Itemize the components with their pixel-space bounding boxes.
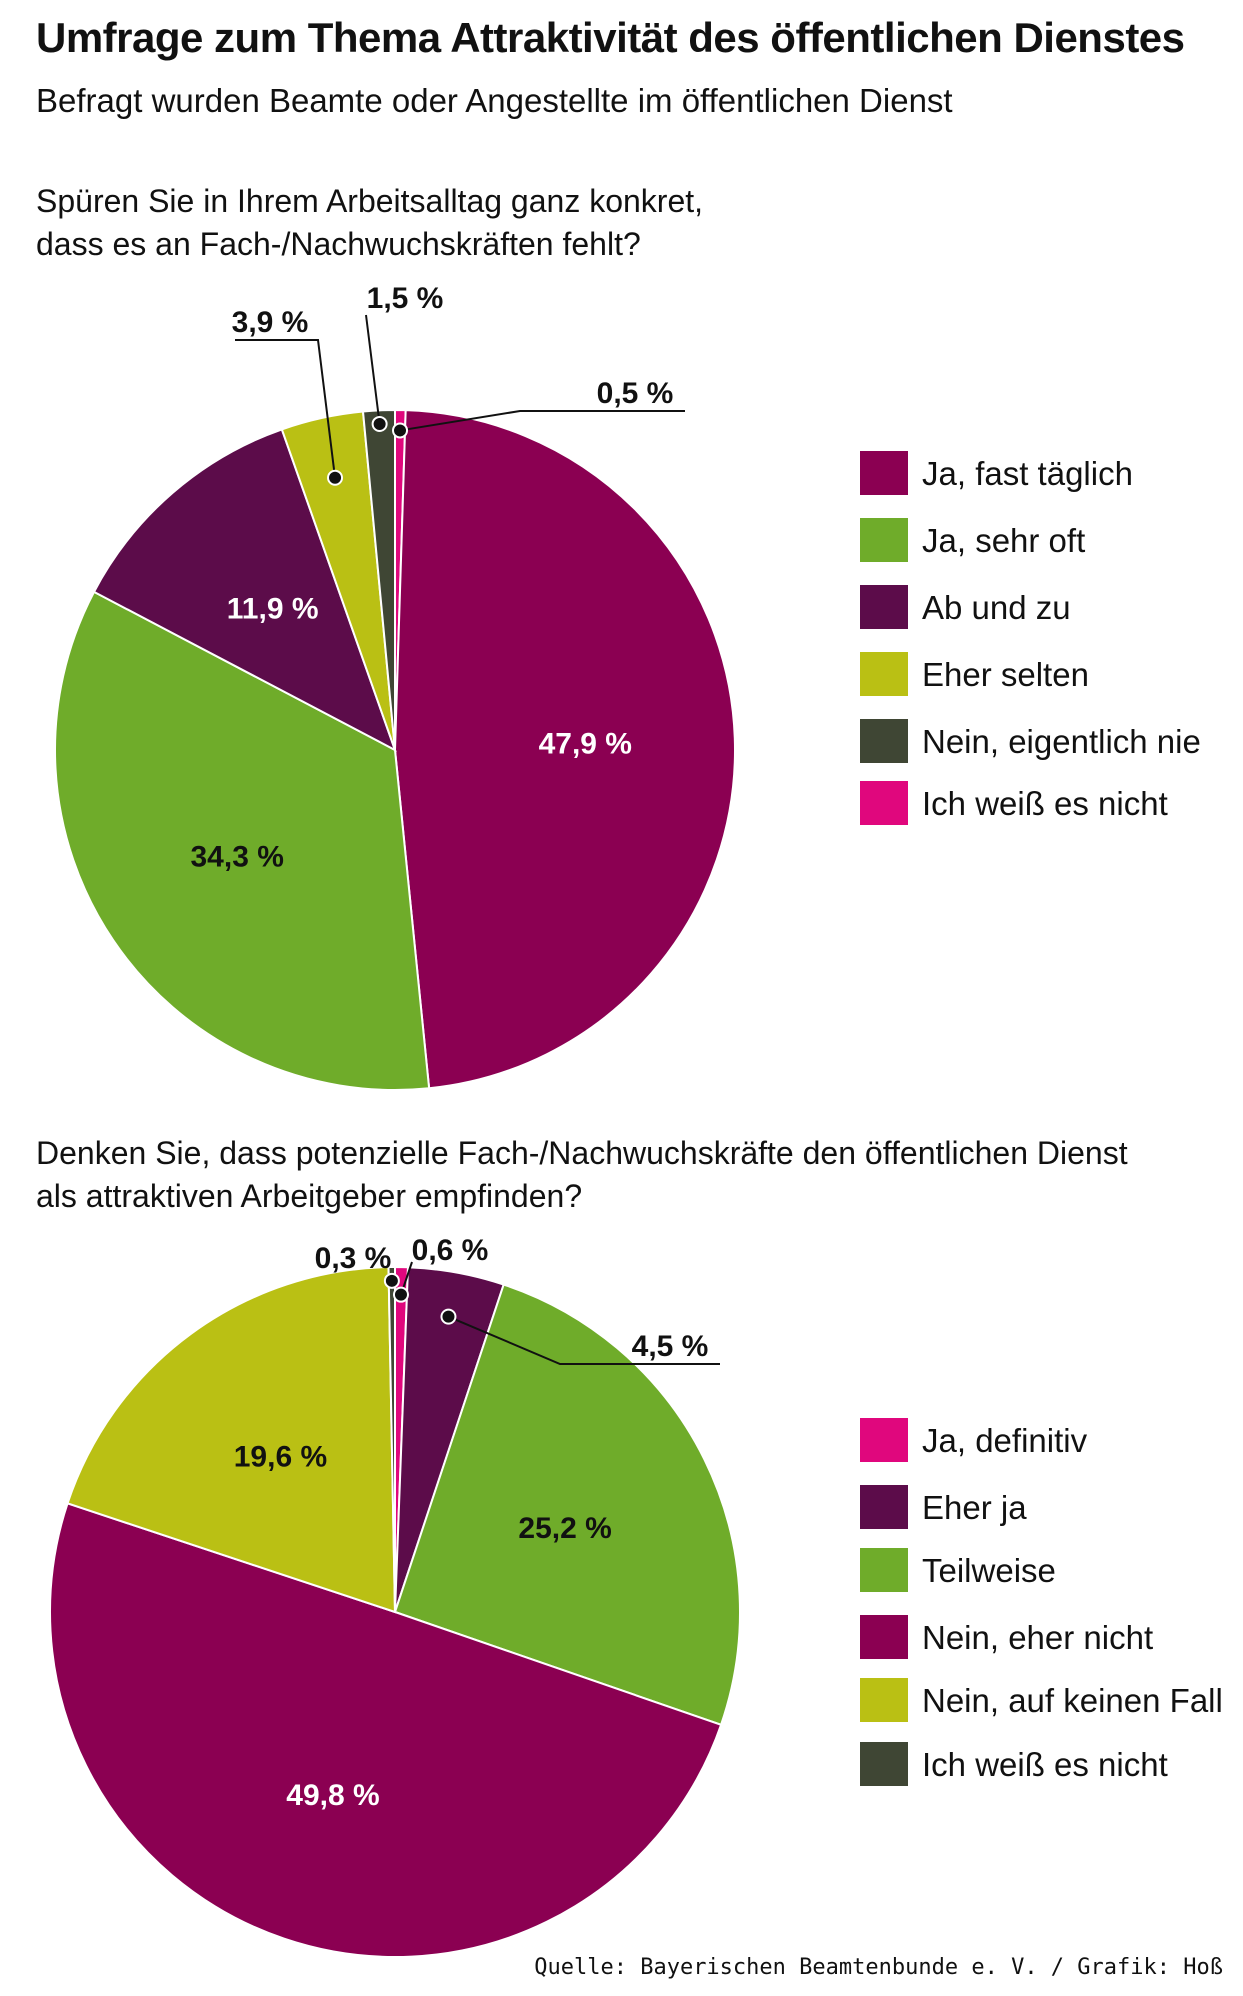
question-1-line-2: dass es an Fach-/Nachwuchskräften fehlt? <box>36 226 641 262</box>
source-credit: Quelle: Bayerischen Beamtenbunde e. V. /… <box>534 1955 1223 1980</box>
pie-slice-nein-eher-nicht <box>49 1502 723 1958</box>
legend-label-nein-eher-nicht: Nein, eher nicht <box>922 1619 1153 1656</box>
slice-label-ab-und-zu: 11,9 % <box>227 593 319 626</box>
slice-label-ja-fast-taeglich: 47,9 % <box>539 727 632 760</box>
pie-slice-ja-fast-taeglich <box>393 409 736 1090</box>
callout-label-ja-definitiv: 0,6 % <box>412 1234 489 1267</box>
legend-label-ab-und-zu: Ab und zu <box>922 589 1071 626</box>
legend-label-teilweise: Teilweise <box>922 1552 1056 1589</box>
callout-line-eher-ja <box>448 1315 720 1365</box>
callout-line-eher-selten <box>235 339 337 478</box>
callout-label-ich-weiss-es-nicht: 0,3 % <box>315 1242 392 1275</box>
callout-dot-eher-selten <box>327 469 344 486</box>
callout-label-nein-eigentlich-nie: 1,5 % <box>367 282 444 315</box>
legend-swatch-ab-und-zu <box>860 585 908 629</box>
legend-label-nein-eigentlich-nie: Nein, eigentlich nie <box>922 723 1201 760</box>
chart-title: Umfrage zum Thema Attraktivität des öffe… <box>36 14 1185 61</box>
legend-swatch-nein-eigentlich-nie <box>860 719 908 763</box>
legend-swatch-ja-fast-taeglich <box>860 451 908 495</box>
chart-subtitle: Befragt wurden Beamte oder Angestellte i… <box>36 82 953 119</box>
legend-label-eher-selten: Eher selten <box>922 656 1089 693</box>
legend-label-ja-sehr-oft: Ja, sehr oft <box>922 522 1085 559</box>
legend-swatch-teilweise <box>860 1548 908 1592</box>
callout-dot-ja-definitiv <box>392 1286 409 1303</box>
callout-label-eher-selten: 3,9 % <box>232 306 309 339</box>
legend-swatch-eher-selten <box>860 652 908 696</box>
callout-dot-ich-weiss-es-nicht <box>392 422 409 439</box>
pie-chart-1: 47,9 % 34,3 % 11,9 % 3,9 % 1,5 % 0,5 % Ja, fas… <box>54 282 1201 1091</box>
legend-swatch-ich-weiss-es-nicht <box>860 781 908 825</box>
slice-label-nein-eher-nicht: 49,8 % <box>286 1779 379 1812</box>
callout-label-eher-ja: 4,5 % <box>632 1330 709 1363</box>
question-2-line-2: als attraktiven Arbeitgeber empfinden? <box>36 1178 583 1214</box>
callout-line-ich-weiss-es-nicht <box>399 410 685 432</box>
slice-label-ja-sehr-oft: 34,3 % <box>190 841 283 874</box>
legend-swatch-nein-eher-nicht <box>860 1615 908 1659</box>
legend-label-ich-weiss-es-nicht: Ich weiß es nicht <box>922 785 1168 822</box>
legend-swatch-ja-sehr-oft <box>860 518 908 562</box>
legend-label-eher-ja: Eher ja <box>922 1489 1027 1526</box>
legend-label-ja-fast-taeglich: Ja, fast täglich <box>922 455 1133 492</box>
legend-swatch-nein-auf-keinen-fall <box>860 1678 908 1722</box>
pie-slice-nein-auf-keinen-fall <box>66 1266 397 1614</box>
pie-slice-ja-sehr-oft <box>54 590 431 1091</box>
question-2: Denken Sie, dass potenzielle Fach-/Nachw… <box>36 1132 1128 1218</box>
legend-swatch-ja-definitiv <box>860 1418 908 1462</box>
legend-swatch-ich-weiss-es-nicht <box>860 1742 908 1786</box>
pie-chart-2: 25,2 % 49,8 % 19,6 % 0,6 % 4,5 % 0,3 % Ja, def… <box>49 1234 1223 1958</box>
pie-slice-ab-und-zu <box>92 428 397 753</box>
question-1: Spüren Sie in Ihrem Arbeitsalltag ganz k… <box>36 180 703 266</box>
callout-dot-eher-ja <box>440 1308 457 1325</box>
legend-label-nein-auf-keinen-fall: Nein, auf keinen Fall <box>922 1682 1223 1719</box>
slice-label-nein-auf-keinen-fall: 19,6 % <box>234 1440 327 1473</box>
callout-label-ich-weiss-es-nicht: 0,5 % <box>597 377 674 410</box>
callout-dot-ich-weiss-es-nicht <box>383 1272 400 1289</box>
callout-dot-nein-eigentlich-nie <box>371 415 388 432</box>
legend-swatch-eher-ja <box>860 1485 908 1529</box>
pie-slice-nein-eigentlich-nie <box>361 408 396 751</box>
pie-slice-teilweise <box>393 1283 741 1727</box>
legend-label-ja-definitiv: Ja, definitiv <box>922 1422 1088 1459</box>
legend-label-ich-weiss-es-nicht: Ich weiß es nicht <box>922 1746 1168 1783</box>
callout-line-nein-eigentlich-nie <box>365 314 381 425</box>
slice-label-teilweise: 25,2 % <box>518 1512 611 1545</box>
pie-slice-ich-weiss-es-nicht <box>387 1265 396 1613</box>
question-2-line-1: Denken Sie, dass potenzielle Fach-/Nachw… <box>36 1135 1128 1171</box>
question-1-line-1: Spüren Sie in Ihrem Arbeitsalltag ganz k… <box>36 183 704 219</box>
